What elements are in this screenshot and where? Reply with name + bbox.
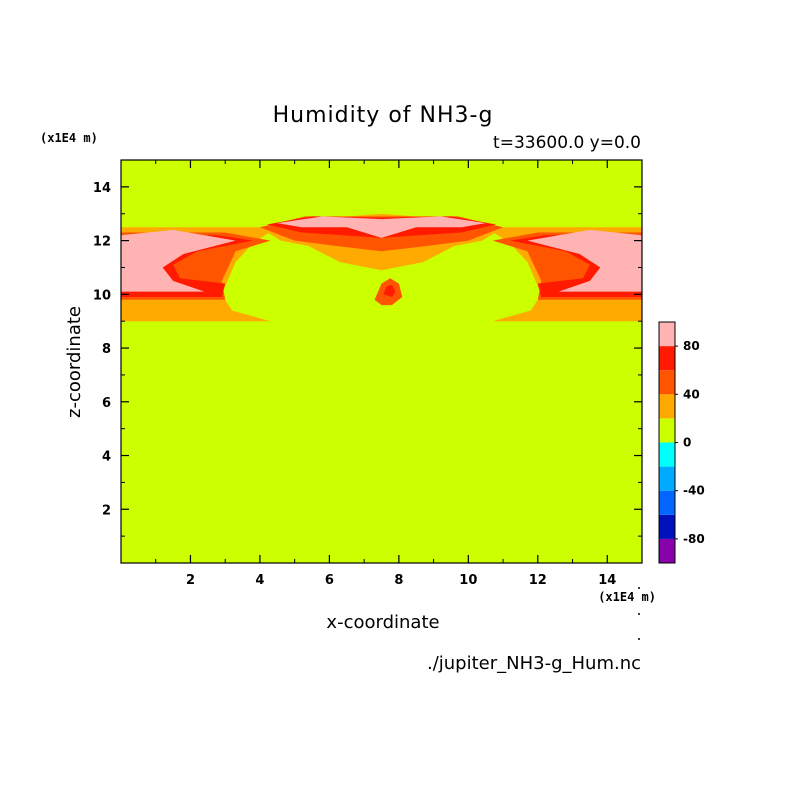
contour-region-13 xyxy=(383,284,396,297)
x-tick-label: 12 xyxy=(529,573,547,588)
marker-dot xyxy=(638,587,640,589)
colorbar-swatch xyxy=(659,490,675,515)
contour-region-9 xyxy=(121,229,236,292)
plot-area xyxy=(121,160,642,563)
chart-title: Humidity of NH3-g xyxy=(273,103,494,128)
x-tick-label: 14 xyxy=(598,573,616,588)
x-tick-label: 10 xyxy=(459,573,477,588)
colorbar: 80 40 0 -40 -80 xyxy=(658,321,705,564)
colorbar-swatch xyxy=(659,322,675,347)
y-tick-label: 10 xyxy=(93,288,111,303)
colorbar-label: 40 xyxy=(683,387,700,401)
x-unit-label: (x1E4 m) xyxy=(598,590,656,604)
y-tick-label: 4 xyxy=(102,450,111,465)
y-ticks: 2 4 6 8 10 12 14 xyxy=(93,181,642,537)
y-tick-label: 8 xyxy=(102,342,111,357)
colorbar-swatch xyxy=(659,538,675,563)
x-tick-label: 4 xyxy=(255,573,264,588)
chart-subtitle: t=33600.0 y=0.0 xyxy=(493,133,641,153)
colorbar-swatch xyxy=(659,394,675,419)
x-tick-label: 2 xyxy=(186,573,195,588)
contour-region-10 xyxy=(527,229,642,292)
colorbar-label: -40 xyxy=(683,484,705,498)
x-axis-label: x-coordinate xyxy=(326,612,439,633)
y-axis-label: z-coordinate xyxy=(64,306,85,418)
colorbar-swatch xyxy=(659,442,675,467)
x-ticks: 2 4 6 8 10 12 14 xyxy=(155,160,616,588)
colorbar-swatch xyxy=(659,346,675,371)
colorbar-swatch xyxy=(659,466,675,491)
x-tick-label: 6 xyxy=(325,573,334,588)
y-tick-label: 6 xyxy=(102,396,111,411)
y-tick-label: 14 xyxy=(93,181,111,196)
colorbar-label: 0 xyxy=(683,436,691,450)
plot-frame xyxy=(120,159,643,564)
y-unit-label: (x1E4 m) xyxy=(40,131,98,145)
y-tick-label: 2 xyxy=(102,503,111,518)
colorbar-label: -80 xyxy=(683,532,705,546)
marker-dot xyxy=(638,613,640,615)
colorbar-swatch xyxy=(659,370,675,395)
x-tick-label: 8 xyxy=(394,573,403,588)
colorbar-label: 80 xyxy=(683,339,700,353)
y-tick-label: 12 xyxy=(93,235,111,250)
colorbar-swatch xyxy=(659,514,675,539)
contour-region-11 xyxy=(277,216,486,238)
colorbar-swatch xyxy=(659,418,675,443)
source-file-label: ./jupiter_NH3-g_Hum.nc xyxy=(427,653,641,674)
marker-dot xyxy=(638,638,640,640)
